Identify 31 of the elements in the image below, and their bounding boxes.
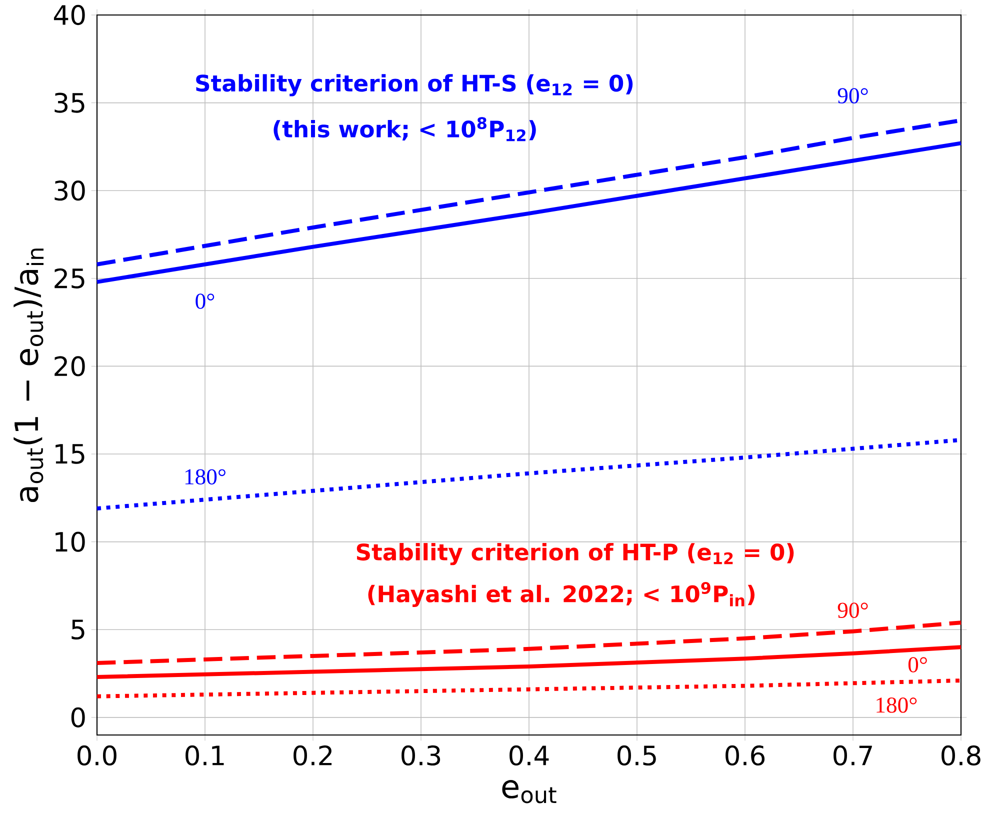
x-tick-label: 0.8 xyxy=(942,745,980,766)
x-tick-label: 0.5 xyxy=(618,745,656,766)
line-series xyxy=(95,645,963,680)
y-axis-title: a$_{out}$(1 − e$_{out}$)/a$_{in}$ xyxy=(14,248,44,502)
annotation: 0° xyxy=(196,294,214,309)
x-tick-label: 0.1 xyxy=(186,745,224,766)
annotation: (Hayashi et al. 2022; < 10$^{9}$P$_{in}$) xyxy=(368,582,755,608)
y-tick-label: 5 xyxy=(72,620,84,640)
x-tick-label: 0.0 xyxy=(78,745,116,766)
annotation: 180° xyxy=(185,469,226,484)
annotation: 180° xyxy=(876,697,917,713)
y-tick-label: 10 xyxy=(56,532,85,552)
x-tick-label: 0.7 xyxy=(834,745,872,766)
y-tick-label: 30 xyxy=(54,180,85,201)
x-tick-label: 0.2 xyxy=(294,745,332,766)
x-tick-label: 0.4 xyxy=(510,745,549,766)
y-tick-label: 0 xyxy=(71,707,85,728)
y-tick-label: 20 xyxy=(54,356,85,376)
annotation: Stability criterion of HT-S (e$_{12}$ = 0) xyxy=(196,74,633,96)
annotation: 90° xyxy=(838,88,868,104)
annotation: (this work; < 10$^{8}$P$_{12}$) xyxy=(274,117,536,142)
x-axis-title: e$_{out}$ xyxy=(502,780,556,804)
x-tick-label: 0.6 xyxy=(726,745,765,766)
y-tick-label: 15 xyxy=(56,444,84,464)
y-tick-label: 35 xyxy=(54,92,84,113)
y-tick-label: 25 xyxy=(54,268,84,288)
y-tick-label: 40 xyxy=(54,4,85,26)
annotation: 0° xyxy=(908,657,927,672)
annotation: Stability criterion of HT-P (e$_{12}$ = 0) xyxy=(356,543,794,566)
x-tick-label: 0.3 xyxy=(402,745,440,766)
annotation: 90° xyxy=(838,602,868,618)
